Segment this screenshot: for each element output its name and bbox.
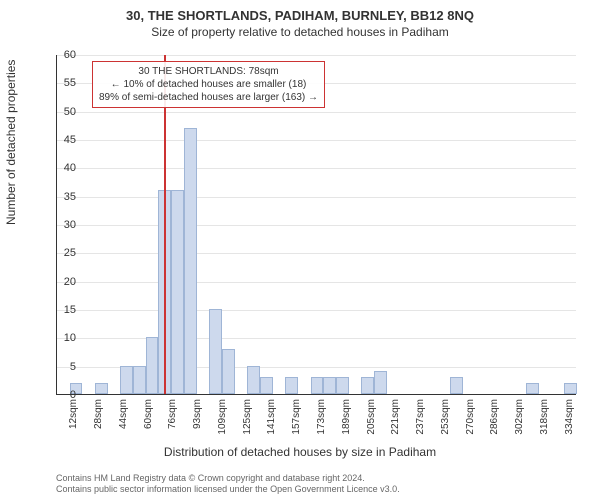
histogram-bar (361, 377, 374, 394)
histogram-bar (133, 366, 146, 394)
histogram-bar (146, 337, 159, 394)
y-tick-label: 40 (46, 162, 76, 174)
y-tick-label: 15 (46, 304, 76, 316)
chart-title-main: 30, THE SHORTLANDS, PADIHAM, BURNLEY, BB… (0, 0, 600, 23)
grid-line (57, 282, 576, 283)
y-tick-label: 60 (46, 49, 76, 61)
grid-line (57, 197, 576, 198)
x-tick-label: 253sqm (440, 399, 451, 439)
grid-line (57, 225, 576, 226)
histogram-bar (285, 377, 298, 394)
x-tick-label: 157sqm (291, 399, 302, 439)
y-tick-label: 35 (46, 191, 76, 203)
histogram-bar (323, 377, 336, 394)
x-tick-label: 12sqm (68, 399, 79, 439)
grid-line (57, 168, 576, 169)
x-tick-label: 270sqm (465, 399, 476, 439)
x-tick-label: 334sqm (564, 399, 575, 439)
x-tick-label: 109sqm (217, 399, 228, 439)
x-tick-label: 237sqm (415, 399, 426, 439)
histogram-bar (450, 377, 463, 394)
histogram-bar (336, 377, 349, 394)
histogram-bar (95, 383, 108, 394)
x-tick-label: 286sqm (489, 399, 500, 439)
footer-line: Contains HM Land Registry data © Crown c… (56, 473, 400, 485)
chart-container: 30, THE SHORTLANDS, PADIHAM, BURNLEY, BB… (0, 0, 600, 500)
x-tick-label: 318sqm (539, 399, 550, 439)
x-tick-label: 125sqm (242, 399, 253, 439)
histogram-bar (209, 309, 222, 394)
y-tick-label: 25 (46, 247, 76, 259)
x-tick-label: 93sqm (192, 399, 203, 439)
y-tick-label: 30 (46, 219, 76, 231)
histogram-bar (247, 366, 260, 394)
x-tick-label: 205sqm (366, 399, 377, 439)
y-tick-label: 50 (46, 106, 76, 118)
histogram-bar (171, 190, 184, 394)
y-tick-label: 45 (46, 134, 76, 146)
histogram-bar (222, 349, 235, 394)
x-tick-label: 28sqm (93, 399, 104, 439)
y-tick-label: 55 (46, 77, 76, 89)
histogram-bar (311, 377, 324, 394)
x-tick-label: 189sqm (341, 399, 352, 439)
y-tick-label: 20 (46, 276, 76, 288)
x-axis-label: Distribution of detached houses by size … (0, 445, 600, 459)
x-tick-label: 60sqm (143, 399, 154, 439)
x-tick-label: 141sqm (266, 399, 277, 439)
y-axis-label: Number of detached properties (4, 60, 18, 225)
grid-line (57, 338, 576, 339)
histogram-bar (374, 371, 387, 394)
grid-line (57, 310, 576, 311)
grid-line (57, 140, 576, 141)
chart-title-sub: Size of property relative to detached ho… (0, 23, 600, 39)
footer-attribution: Contains HM Land Registry data © Crown c… (56, 473, 400, 496)
histogram-bar (526, 383, 539, 394)
y-tick-label: 10 (46, 332, 76, 344)
grid-line (57, 112, 576, 113)
histogram-bar (120, 366, 133, 394)
x-tick-label: 173sqm (316, 399, 327, 439)
callout-line: 89% of semi-detached houses are larger (… (99, 91, 318, 104)
grid-line (57, 55, 576, 56)
histogram-bar (260, 377, 273, 394)
callout-line: ← 10% of detached houses are smaller (18… (99, 78, 318, 91)
y-tick-label: 5 (46, 361, 76, 373)
histogram-bar (564, 383, 577, 394)
x-tick-label: 76sqm (167, 399, 178, 439)
x-tick-label: 44sqm (118, 399, 129, 439)
plot-area: 30 THE SHORTLANDS: 78sqm ← 10% of detach… (56, 55, 576, 395)
x-tick-label: 302sqm (514, 399, 525, 439)
x-tick-label: 221sqm (390, 399, 401, 439)
histogram-bar (184, 128, 197, 394)
footer-line: Contains public sector information licen… (56, 484, 400, 496)
callout-line: 30 THE SHORTLANDS: 78sqm (99, 65, 318, 78)
callout-box: 30 THE SHORTLANDS: 78sqm ← 10% of detach… (92, 61, 325, 108)
grid-line (57, 253, 576, 254)
